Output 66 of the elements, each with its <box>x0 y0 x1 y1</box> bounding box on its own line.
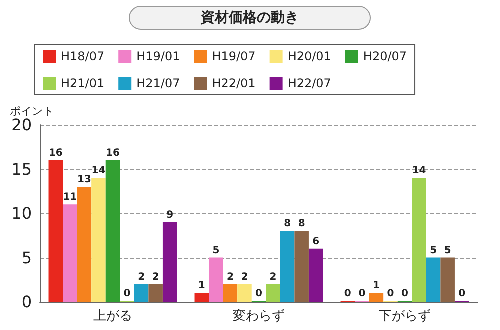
x-tick-label: 下がらず <box>379 309 431 324</box>
data-label: 8 <box>284 218 292 230</box>
data-label: 2 <box>152 272 160 283</box>
bar <box>412 178 426 302</box>
bar <box>162 222 178 302</box>
legend-label: H22/01 <box>212 76 256 90</box>
bar <box>369 293 384 302</box>
data-label: 5 <box>212 245 220 256</box>
data-label: 16 <box>106 148 120 159</box>
legend-label: H19/01 <box>136 50 180 64</box>
legend-label: H20/07 <box>363 50 408 64</box>
bar <box>134 284 149 302</box>
legend-label: H19/07 <box>212 50 256 64</box>
data-label: 16 <box>48 148 63 159</box>
data-label: 0 <box>402 288 409 300</box>
data-label: 0 <box>256 288 263 300</box>
y-tick-label: 10 <box>12 204 32 223</box>
legend-label: H20/01 <box>288 50 332 64</box>
x-tick-label: 変わらず <box>233 308 285 324</box>
bar <box>426 258 441 302</box>
data-label: 1 <box>372 280 380 292</box>
data-label: 1 <box>198 280 206 292</box>
y-tick-label: 5 <box>22 248 32 268</box>
x-tick-label: 上がる <box>94 309 132 324</box>
bar <box>148 284 163 302</box>
bar <box>223 284 238 302</box>
data-label: 2 <box>270 272 277 283</box>
bar <box>92 178 106 302</box>
legend-label: H21/01 <box>61 76 105 90</box>
bar <box>308 248 324 302</box>
data-label: 0 <box>387 288 394 300</box>
data-label: 0 <box>458 288 466 300</box>
data-label: 9 <box>166 210 174 221</box>
data-label: 5 <box>430 245 438 256</box>
bar <box>194 293 210 302</box>
data-label: 0 <box>358 288 366 300</box>
chart-title: 資材価格の動き <box>200 10 299 26</box>
data-label: 2 <box>226 272 234 283</box>
bar <box>63 204 78 302</box>
data-label: 6 <box>312 236 320 248</box>
bar <box>280 231 295 302</box>
bar <box>238 284 252 302</box>
bar <box>440 258 455 302</box>
data-label: 0 <box>124 288 131 300</box>
bar <box>209 258 224 302</box>
y-tick-label: 15 <box>12 160 32 179</box>
legend-label: H21/07 <box>136 76 180 90</box>
data-label: 14 <box>92 166 106 177</box>
data-label: 14 <box>412 166 426 177</box>
bar <box>266 284 280 302</box>
data-label: 11 <box>63 192 78 204</box>
y-tick-label: 20 <box>12 116 32 134</box>
data-label: 5 <box>444 245 452 256</box>
bar <box>77 186 92 302</box>
data-label: 0 <box>344 288 352 300</box>
bar <box>106 160 120 302</box>
y-axis-title: ポイント <box>10 105 54 118</box>
bar <box>48 160 64 302</box>
bar <box>294 231 309 302</box>
legend-label: H18/07 <box>61 50 105 64</box>
data-label: 2 <box>241 272 248 283</box>
y-tick-label: 0 <box>22 292 32 312</box>
data-label: 13 <box>77 174 92 186</box>
data-label: 8 <box>298 218 306 230</box>
data-label: 2 <box>138 272 146 283</box>
legend-label: H22/07 <box>288 76 332 90</box>
